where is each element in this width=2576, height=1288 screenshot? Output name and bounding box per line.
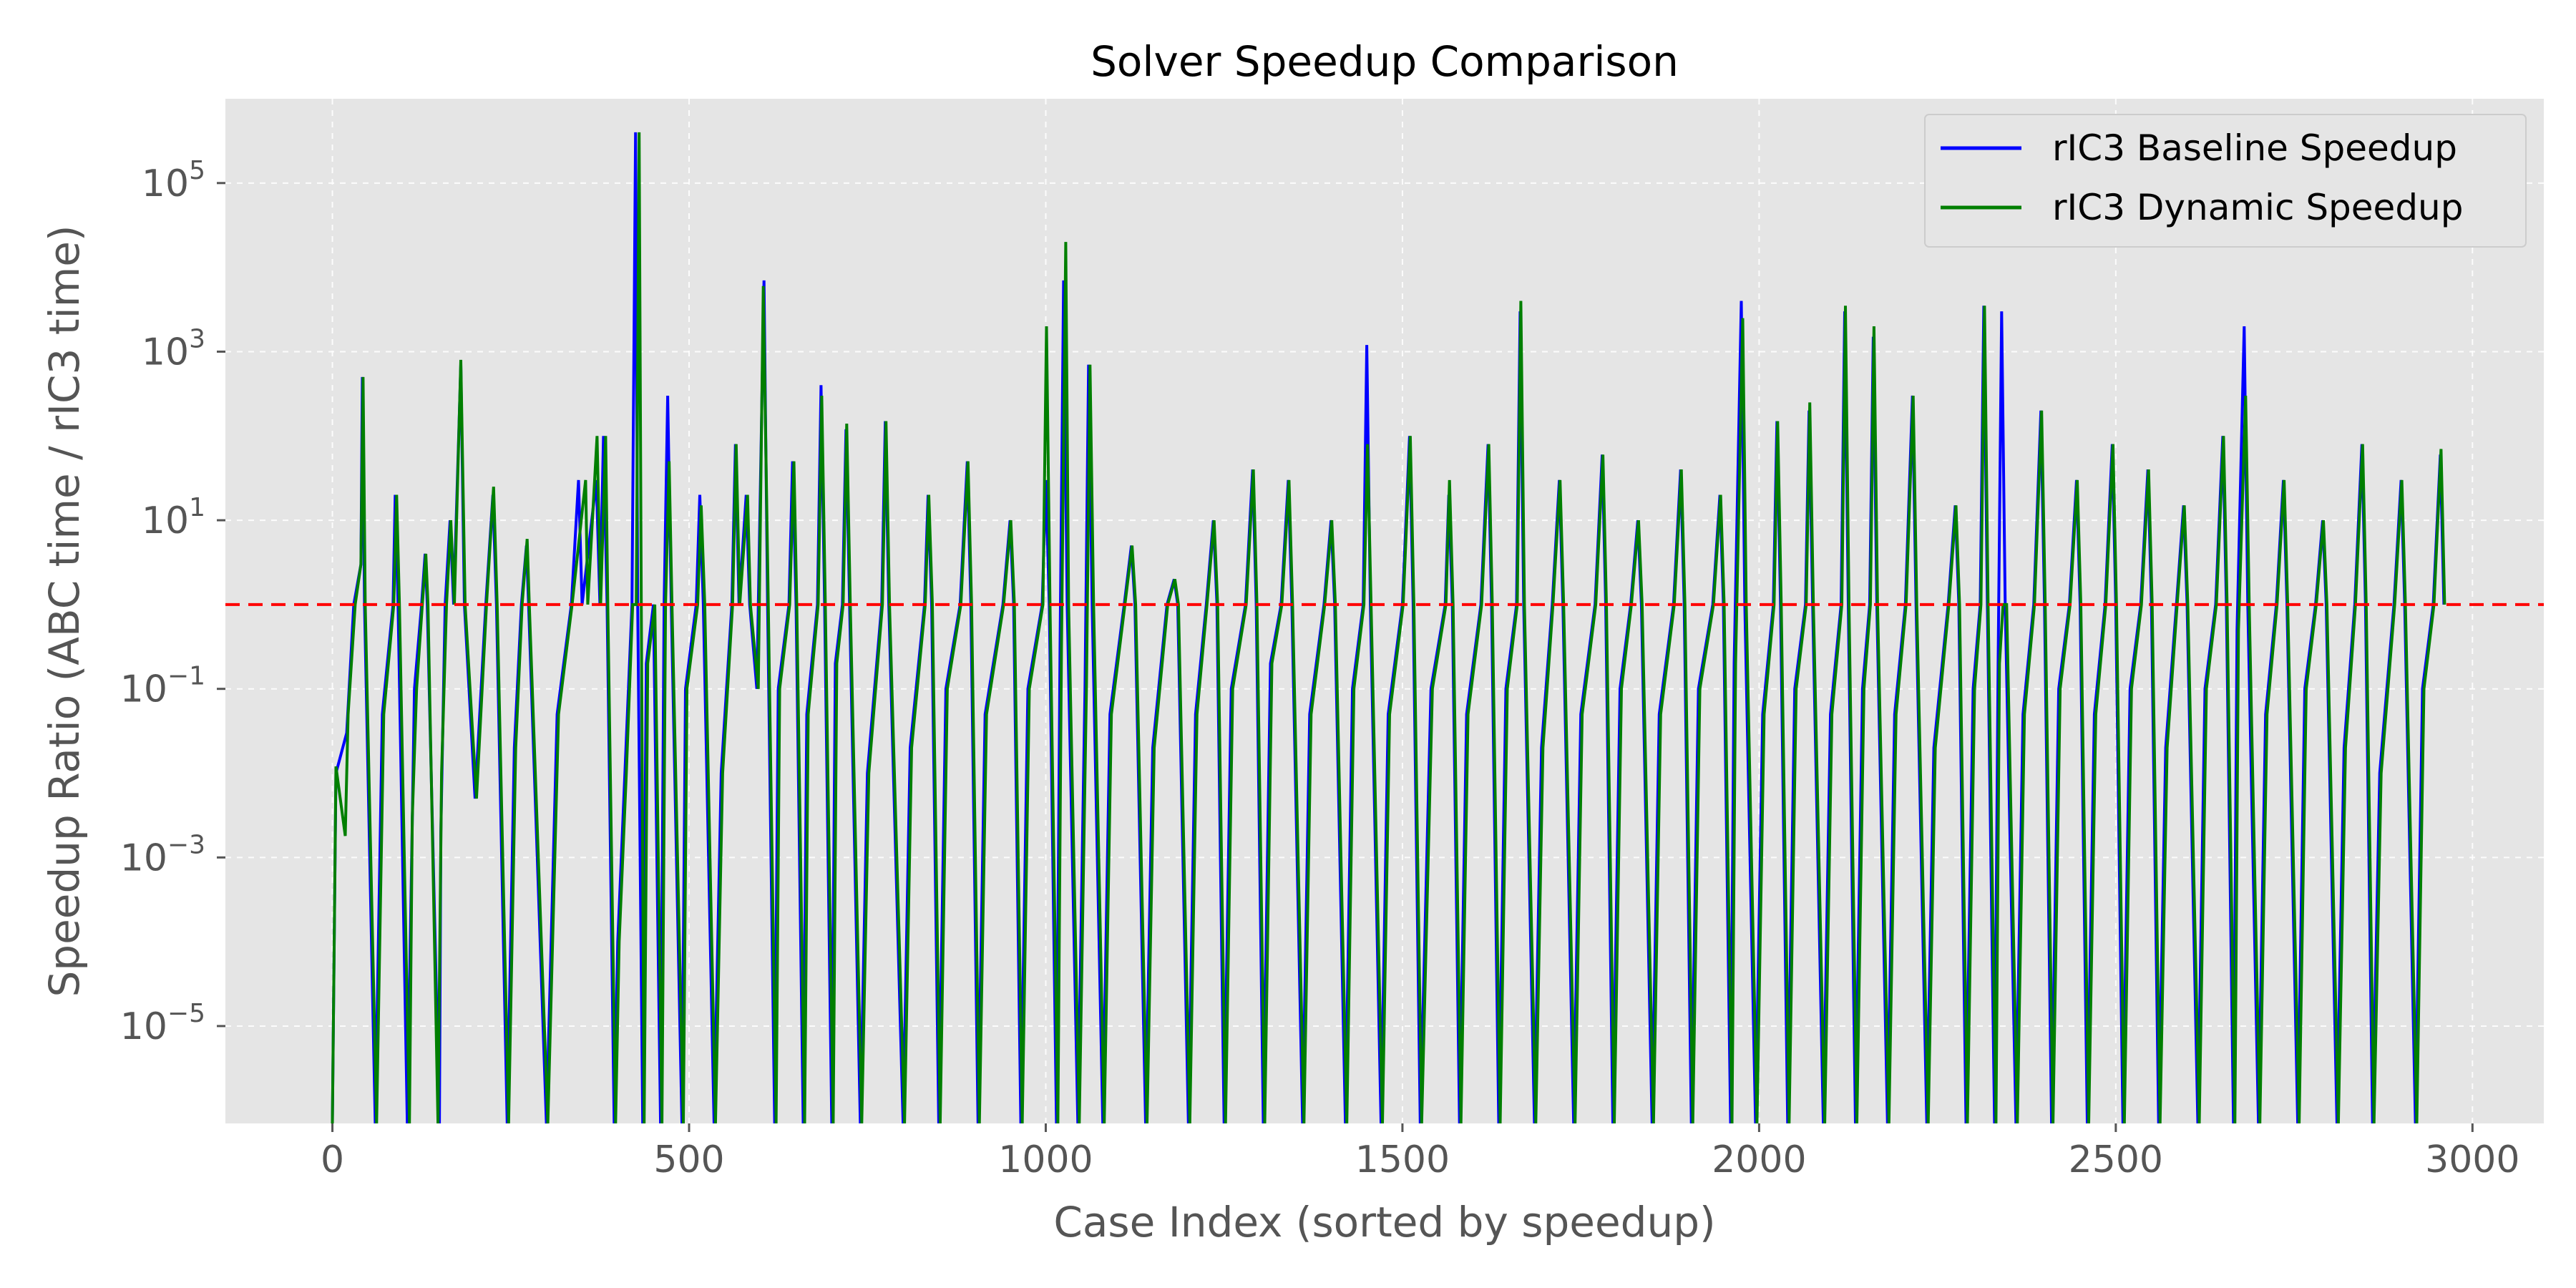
x-axis-ticks: 0 500 1000 1500 2000 2500 3000 bbox=[321, 1123, 2519, 1181]
x-axis-label: Case Index (sorted by speedup) bbox=[1053, 1198, 1715, 1246]
y-tick-label: 10−3 bbox=[120, 830, 205, 879]
y-tick-base: 10 bbox=[120, 668, 167, 711]
y-tick-exponent: 5 bbox=[189, 156, 205, 185]
x-tick-label: 1000 bbox=[998, 1138, 1093, 1181]
y-tick-label: 10−5 bbox=[120, 999, 205, 1048]
x-tick-label: 1500 bbox=[1355, 1138, 1450, 1181]
y-tick-base: 10 bbox=[120, 836, 167, 879]
y-tick-label: 101 bbox=[142, 493, 205, 542]
y-tick-base: 10 bbox=[120, 1005, 167, 1048]
legend-box bbox=[1924, 114, 2527, 248]
y-tick-exponent: −3 bbox=[167, 830, 205, 859]
y-tick-base: 10 bbox=[142, 162, 189, 205]
y-tick-label: 103 bbox=[142, 324, 205, 374]
x-tick-label: 3000 bbox=[2425, 1138, 2519, 1181]
legend-label-dynamic: rIC3 Dynamic Speedup bbox=[2052, 187, 2464, 228]
y-tick-base: 10 bbox=[142, 499, 189, 542]
series-line-dynamic bbox=[331, 132, 2446, 1124]
x-tick-label: 2500 bbox=[2069, 1138, 2163, 1181]
chart-title: Solver Speedup Comparison bbox=[1091, 37, 1679, 86]
y-tick-exponent: 1 bbox=[189, 493, 205, 522]
legend: rIC3 Baseline Speedup rIC3 Dynamic Speed… bbox=[1924, 114, 2527, 248]
y-tick-exponent: −5 bbox=[167, 999, 205, 1028]
series-layer bbox=[331, 132, 2446, 1124]
y-tick-label: 10−1 bbox=[120, 662, 205, 711]
legend-label-baseline: rIC3 Baseline Speedup bbox=[2052, 127, 2457, 169]
y-tick-label: 105 bbox=[142, 156, 205, 205]
y-tick-exponent: 3 bbox=[189, 324, 205, 353]
x-tick-label: 2000 bbox=[1712, 1138, 1806, 1181]
x-tick-label: 0 bbox=[321, 1138, 344, 1181]
x-tick-label: 500 bbox=[653, 1138, 724, 1181]
y-tick-exponent: −1 bbox=[167, 662, 205, 691]
y-tick-base: 10 bbox=[142, 331, 189, 374]
y-axis-label: Speedup Ratio (ABC time / rIC3 time) bbox=[40, 225, 89, 997]
